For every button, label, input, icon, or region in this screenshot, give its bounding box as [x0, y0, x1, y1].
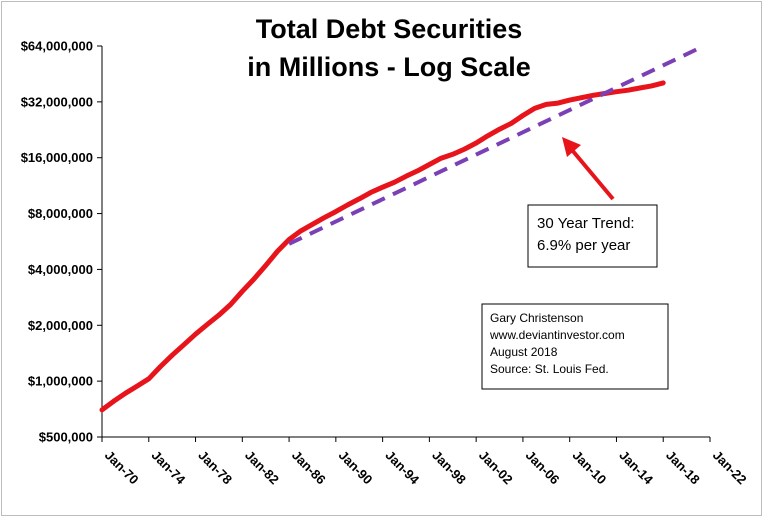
x-tick-label: Jan-82	[242, 448, 282, 488]
x-tick-label: Jan-98	[429, 448, 469, 488]
x-tick-label: Jan-90	[336, 448, 376, 488]
x-tick-label: Jan-22	[710, 448, 750, 488]
x-tick-label: Jan-78	[195, 448, 235, 488]
x-tick-label: Jan-74	[149, 448, 189, 488]
trend-annotation-box: 30 Year Trend: 6.9% per year	[527, 204, 658, 268]
trend-annotation-line-2: 6.9% per year	[537, 237, 630, 254]
y-tick-label: $1,000,000	[28, 374, 93, 389]
y-tick-label: $32,000,000	[21, 94, 93, 109]
debt-series-line	[99, 80, 666, 413]
y-ticks: $500,000 $1,000,000 $2,000,000 $4,000,000 $8…	[21, 39, 102, 445]
y-tick-label: $16,000,000	[21, 150, 93, 165]
x-ticks: Jan-70 Jan-74 Jan-78 Jan-82 Jan-86 Jan-90 Jan-…	[101, 437, 750, 488]
x-tick-label: Jan-14	[616, 448, 656, 488]
chart-title-line-2: in Millions - Log Scale	[247, 52, 531, 82]
x-tick-label: Jan-18	[663, 448, 703, 488]
series-layer	[99, 46, 700, 413]
y-tick-label: $2,000,000	[28, 318, 93, 333]
trend-arrow	[562, 137, 615, 201]
source-box: Gary Christenson www.deviantinvestor.com…	[481, 303, 669, 390]
y-tick-label: $500,000	[39, 430, 93, 445]
source-date: August 2018	[490, 345, 558, 359]
source-origin: Source: St. Louis Fed.	[490, 362, 609, 376]
x-tick-label: Jan-10	[570, 448, 610, 488]
chart-title-line-1: Total Debt Securities	[256, 14, 523, 44]
x-tick-label: Jan-86	[289, 448, 329, 488]
y-tick-label: $4,000,000	[28, 262, 93, 277]
source-website: www.deviantinvestor.com	[489, 328, 625, 342]
trend-line	[288, 46, 700, 246]
x-tick-label: Jan-06	[523, 448, 563, 488]
trend-annotation-line-1: 30 Year Trend:	[537, 215, 635, 232]
axes	[101, 46, 710, 438]
x-tick-label: Jan-70	[102, 448, 142, 488]
x-tick-label: Jan-02	[476, 448, 516, 488]
x-tick-label: Jan-94	[382, 448, 422, 488]
y-tick-label: $8,000,000	[28, 206, 93, 221]
y-tick-label: $64,000,000	[21, 39, 93, 54]
source-author: Gary Christenson	[490, 311, 583, 325]
